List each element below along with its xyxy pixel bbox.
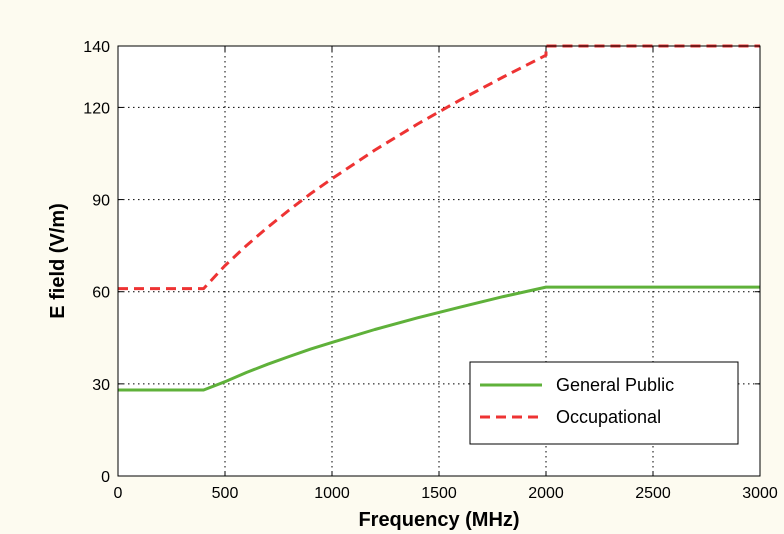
data-series (118, 44, 760, 392)
y-tick-label: 60 (92, 285, 110, 302)
y-axis-title: E field (V/m) (47, 203, 69, 319)
legend-box (469, 361, 739, 445)
x-tick-label: 0 (114, 485, 123, 502)
series-line-general-public (118, 285, 760, 392)
y-tick-label: 0 (101, 469, 110, 486)
legend-label-general-public: General Public (556, 375, 674, 395)
x-tick-label: 500 (212, 485, 239, 502)
x-axis-title: Frequency (MHz) (358, 509, 519, 531)
x-tick-label: 3000 (742, 485, 778, 502)
y-tick-label: 30 (92, 377, 110, 394)
y-tick-label: 140 (83, 39, 110, 56)
x-tick-label: 1000 (314, 485, 350, 502)
legend-label-occupational: Occupational (556, 407, 661, 427)
y-tick-label: 90 (92, 193, 110, 210)
legend: General Public Occupational (469, 361, 739, 445)
x-tick-label: 2500 (635, 485, 671, 502)
series-line-occupational (118, 44, 760, 291)
x-tick-label: 2000 (528, 485, 564, 502)
axis-ticks: 0 500 1000 1500 2000 2500 3000 0 30 60 90 120 140 (83, 39, 778, 502)
y-tick-label: 120 (83, 100, 110, 117)
x-tick-label: 1500 (421, 485, 457, 502)
